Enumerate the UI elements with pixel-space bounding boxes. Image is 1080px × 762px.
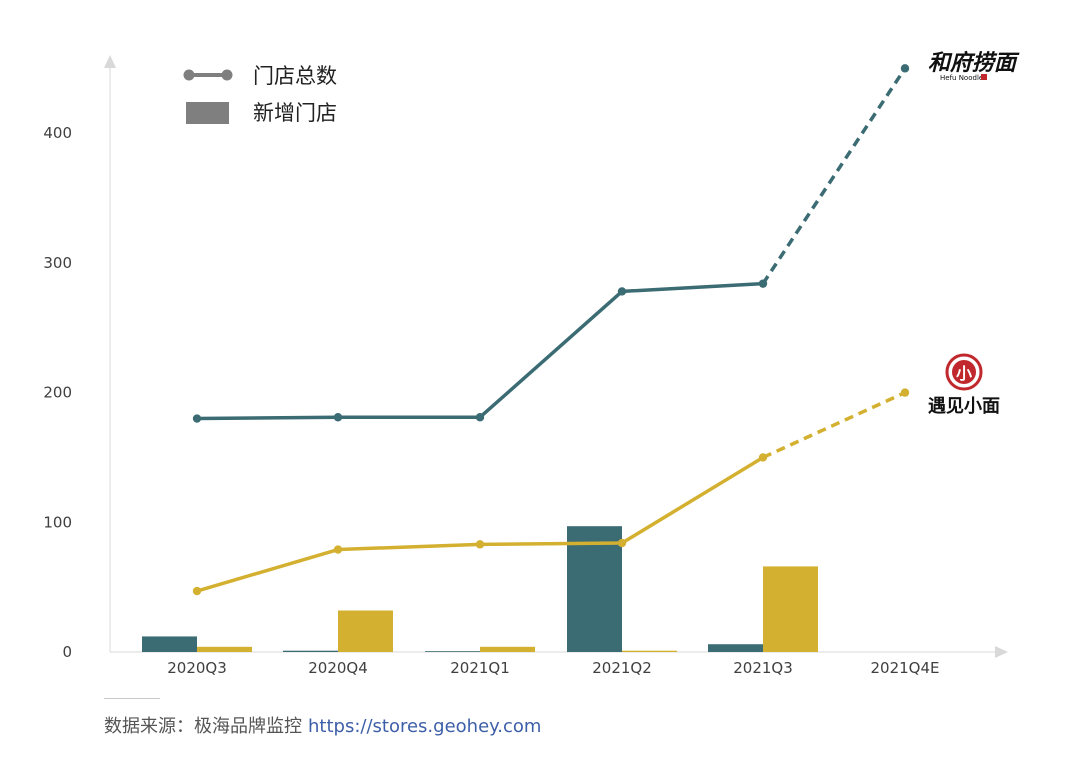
bar (708, 644, 763, 652)
line-point (192, 586, 202, 596)
line-point (192, 414, 202, 423)
y-tick-label: 400 (43, 124, 72, 142)
bar (567, 526, 622, 652)
y-tick-label: 0 (62, 643, 72, 661)
line-point (758, 279, 768, 288)
legend-bar-swatch (186, 102, 229, 124)
bar (622, 650, 677, 652)
chart: 0 100 200 300 400 2020Q3 2020Q4 2021Q1 2021Q2 202… (43, 50, 1020, 677)
legend-bar-label: 新增门店 (253, 101, 337, 125)
yujian-logo-inner (952, 360, 976, 384)
y-tick-label: 200 (43, 384, 72, 402)
source-label: 数据来源：极海品牌监控 (104, 716, 302, 737)
hefu-logo-seal (981, 74, 987, 80)
bar (425, 651, 480, 652)
source-divider (104, 698, 160, 699)
bar (338, 610, 393, 652)
line-point (617, 287, 627, 296)
y-tick-label: 300 (43, 254, 72, 272)
source-link[interactable]: https://stores.geohey.com (308, 716, 542, 737)
x-tick-label: 2021Q2 (592, 659, 652, 677)
x-axis-arrow (995, 646, 1008, 658)
series-line (196, 455, 764, 593)
lines (192, 64, 910, 596)
source-note: 数据来源：极海品牌监控 https://stores.geohey.com (104, 712, 541, 738)
x-tick-label: 2021Q1 (450, 659, 510, 677)
line-point (475, 413, 485, 422)
line-point (333, 413, 343, 422)
hefu-logo-subtext: Hefu Noodle (940, 74, 983, 82)
x-tick-label: 2021Q4E (870, 659, 939, 677)
yujian-logo-badge: 小 (956, 364, 972, 383)
bar (763, 566, 818, 652)
axes: 0 100 200 300 400 2020Q3 2020Q4 2021Q1 2021Q2 202… (43, 55, 1008, 677)
series-line (196, 281, 764, 421)
line-point (333, 545, 343, 554)
bars (142, 526, 818, 652)
series-line-projected (762, 391, 906, 460)
line-point (617, 538, 627, 548)
x-tick-label: 2020Q4 (308, 659, 368, 677)
legend-line-dot (221, 69, 233, 81)
y-tick-label: 100 (43, 513, 72, 531)
x-tick-label: 2021Q3 (733, 659, 793, 677)
hefu-logo-text: 和府捞面 (928, 50, 1020, 76)
line-point (475, 540, 485, 549)
series-line-projected (761, 67, 907, 285)
bar (197, 646, 252, 652)
line-point (758, 453, 768, 462)
x-tick-label: 2020Q3 (167, 659, 227, 677)
bar (480, 646, 535, 652)
bar (142, 636, 197, 652)
y-axis-arrow (104, 55, 116, 68)
legend-line-dot (183, 69, 195, 81)
line-point (900, 388, 910, 397)
legend-line-label: 门店总数 (253, 64, 337, 88)
line-point (900, 64, 910, 73)
yujian-logo-text: 遇见小面 (928, 396, 1000, 417)
bar (283, 650, 338, 652)
